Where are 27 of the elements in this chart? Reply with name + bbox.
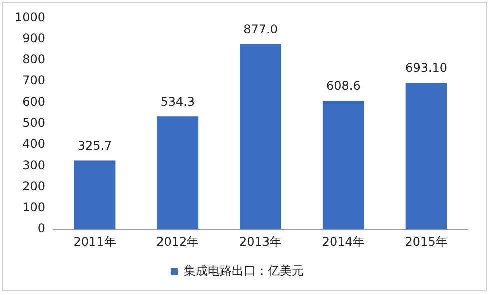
y-tick-label: 600 (22, 94, 46, 109)
text: 608.6 (326, 79, 361, 94)
text: 534.3 (160, 94, 196, 109)
y-tick-label: 100 (22, 200, 46, 215)
text: 693.10 (406, 61, 448, 76)
bar (74, 160, 116, 230)
text: 325.7 (78, 138, 112, 153)
x-tick-label: 2012年 (156, 234, 200, 249)
y-tick-label: 200 (22, 179, 46, 194)
bar (240, 44, 282, 230)
x-tick-label: 2013年 (239, 234, 282, 249)
y-tick-label: 900 (22, 31, 46, 46)
y-tick-label: 700 (22, 74, 46, 88)
y-tick-label: 800 (22, 52, 46, 67)
legend-label: 集成电路出口：亿美元 (184, 264, 304, 278)
y-tick-label: 1000 (14, 10, 46, 24)
text: 877.0 (244, 22, 278, 36)
y-tick-label: 0 (38, 222, 46, 236)
x-tick-label: 2014年 (322, 234, 365, 249)
x-tick-label: 2015年 (405, 234, 448, 249)
y-tick-label: 500 (22, 116, 46, 130)
x-tick-label: 2011年 (74, 234, 116, 249)
y-tick-label: 400 (22, 137, 46, 152)
bar (322, 100, 364, 230)
y-tick-label: 300 (22, 158, 46, 172)
bar (157, 116, 199, 230)
bar (406, 83, 448, 230)
